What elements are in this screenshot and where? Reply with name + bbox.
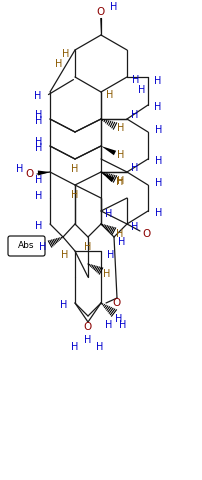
Text: H: H	[35, 143, 42, 153]
Text: H: H	[71, 342, 78, 352]
Polygon shape	[101, 172, 114, 182]
Text: O: O	[112, 298, 121, 308]
Text: H: H	[16, 164, 24, 174]
Text: H: H	[105, 209, 112, 219]
Text: H: H	[155, 125, 162, 135]
Text: H: H	[155, 178, 162, 188]
Text: H: H	[106, 90, 113, 100]
Text: H: H	[138, 85, 145, 95]
Text: O: O	[142, 229, 150, 239]
Polygon shape	[100, 18, 101, 35]
Polygon shape	[101, 146, 116, 155]
Text: H: H	[107, 250, 114, 260]
Text: H: H	[62, 49, 69, 59]
Text: H: H	[103, 269, 110, 279]
Text: H: H	[35, 110, 42, 120]
Text: H: H	[154, 76, 161, 86]
Text: H: H	[84, 242, 91, 252]
Text: O: O	[83, 322, 92, 332]
Text: H: H	[117, 176, 124, 186]
Text: H: H	[35, 137, 42, 147]
Text: H: H	[117, 150, 124, 160]
Text: H: H	[119, 320, 126, 330]
Text: H: H	[96, 342, 103, 352]
Text: H: H	[131, 110, 138, 120]
Text: O: O	[26, 169, 34, 179]
Text: H: H	[35, 191, 42, 201]
Polygon shape	[38, 170, 50, 176]
Text: H: H	[154, 102, 161, 112]
Text: H: H	[115, 314, 122, 324]
Text: H: H	[71, 164, 78, 174]
Text: H: H	[131, 222, 138, 232]
Text: H: H	[105, 320, 112, 330]
Text: H: H	[118, 237, 125, 247]
Text: H: H	[132, 75, 139, 85]
Text: H: H	[110, 2, 117, 12]
Text: H: H	[117, 123, 124, 133]
Text: H: H	[155, 156, 162, 166]
Text: H: H	[35, 116, 42, 126]
Text: H: H	[35, 175, 42, 185]
Text: H: H	[71, 190, 78, 200]
Text: Abs: Abs	[18, 241, 34, 251]
Text: H: H	[155, 208, 162, 218]
Text: H: H	[61, 250, 68, 260]
Text: H: H	[60, 300, 67, 310]
FancyBboxPatch shape	[8, 236, 45, 256]
Text: H: H	[34, 91, 41, 101]
Text: O: O	[96, 7, 105, 17]
Text: H: H	[131, 163, 138, 173]
Text: H: H	[35, 221, 42, 231]
Text: H: H	[55, 59, 62, 69]
Text: H: H	[84, 335, 91, 345]
Text: H: H	[116, 229, 123, 239]
Text: H: H	[116, 177, 123, 187]
Text: H: H	[39, 242, 46, 252]
